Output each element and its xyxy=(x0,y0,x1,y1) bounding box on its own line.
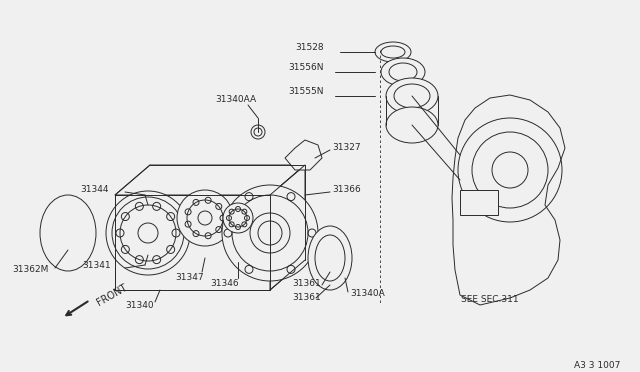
Text: 31340AA: 31340AA xyxy=(215,96,256,105)
Circle shape xyxy=(177,190,233,246)
Text: 31344: 31344 xyxy=(80,186,109,195)
Circle shape xyxy=(222,185,318,281)
Text: FRONT: FRONT xyxy=(95,282,129,308)
Polygon shape xyxy=(115,165,305,195)
Text: 31340: 31340 xyxy=(125,301,154,310)
Polygon shape xyxy=(270,165,305,290)
Bar xyxy=(460,190,498,215)
Ellipse shape xyxy=(308,226,352,290)
Circle shape xyxy=(106,191,190,275)
Text: 31341: 31341 xyxy=(82,262,111,270)
Text: 31362M: 31362M xyxy=(12,266,49,275)
Polygon shape xyxy=(452,95,565,305)
Text: 31366: 31366 xyxy=(332,186,361,195)
Polygon shape xyxy=(285,140,322,170)
Polygon shape xyxy=(115,195,270,290)
Text: 31340A: 31340A xyxy=(350,289,385,298)
Circle shape xyxy=(251,125,265,139)
Text: 31555N: 31555N xyxy=(288,87,323,96)
Text: 31347: 31347 xyxy=(175,273,204,282)
Text: 31361: 31361 xyxy=(292,294,321,302)
Text: 31361: 31361 xyxy=(292,279,321,288)
Circle shape xyxy=(223,203,253,233)
Ellipse shape xyxy=(375,42,411,62)
Ellipse shape xyxy=(40,195,96,271)
Text: A3 3 1007: A3 3 1007 xyxy=(573,360,620,369)
Text: 31327: 31327 xyxy=(332,144,360,153)
Text: SEE SEC.311: SEE SEC.311 xyxy=(461,295,519,305)
Ellipse shape xyxy=(381,58,425,86)
Text: 31528: 31528 xyxy=(295,44,324,52)
Text: 31346: 31346 xyxy=(210,279,239,289)
Text: 31556N: 31556N xyxy=(288,64,323,73)
Ellipse shape xyxy=(386,107,438,143)
Ellipse shape xyxy=(386,78,438,114)
